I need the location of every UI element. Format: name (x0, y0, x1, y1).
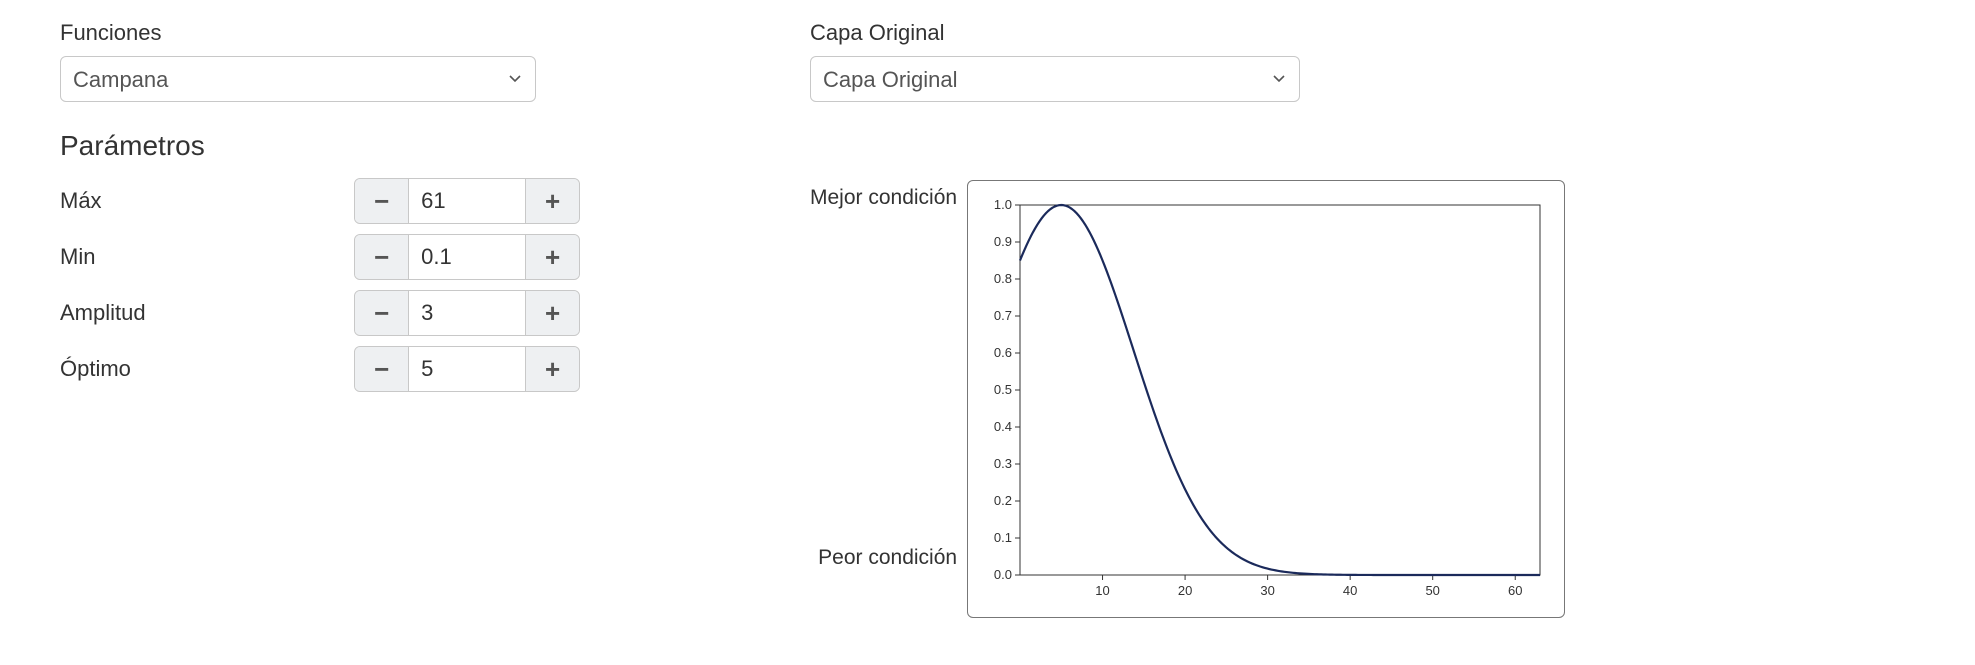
mejor-condicion-label: Mejor condición (810, 186, 957, 210)
param-label: Min (60, 244, 354, 270)
peor-condicion-label: Peor condición (810, 546, 957, 570)
plus-icon[interactable]: + (525, 347, 579, 391)
amplitud-input[interactable] (409, 291, 525, 335)
svg-text:50: 50 (1426, 583, 1440, 598)
plus-icon[interactable]: + (525, 179, 579, 223)
bell-curve-chart: 0.0 0.1 0.2 0.3 0.4 0.5 0.6 0.7 0.8 0.9 1.0 10 20 30 4… (976, 189, 1556, 609)
plus-icon[interactable]: + (525, 235, 579, 279)
minus-icon[interactable]: − (355, 235, 409, 279)
svg-text:40: 40 (1343, 583, 1357, 598)
svg-text:0.3: 0.3 (994, 456, 1012, 471)
param-row-max: Máx − + (60, 176, 580, 226)
svg-text:0.5: 0.5 (994, 382, 1012, 397)
svg-text:60: 60 (1508, 583, 1522, 598)
max-input[interactable] (409, 179, 525, 223)
param-label: Máx (60, 188, 354, 214)
min-input[interactable] (409, 235, 525, 279)
param-row-optimo: Óptimo − + (60, 344, 580, 394)
params-list: Máx − + Min − + Amplitud − + Óptimo (60, 176, 580, 394)
svg-text:0.4: 0.4 (994, 419, 1012, 434)
svg-text:0.1: 0.1 (994, 530, 1012, 545)
minus-icon[interactable]: − (355, 179, 409, 223)
funciones-select[interactable]: Campana (60, 56, 536, 102)
svg-text:0.6: 0.6 (994, 345, 1012, 360)
svg-text:0.7: 0.7 (994, 308, 1012, 323)
chart-container: 0.0 0.1 0.2 0.3 0.4 0.5 0.6 0.7 0.8 0.9 1.0 10 20 30 4… (967, 180, 1565, 618)
param-row-amplitud: Amplitud − + (60, 288, 580, 338)
capa-label: Capa Original (810, 20, 1530, 46)
svg-text:20: 20 (1178, 583, 1192, 598)
svg-text:1.0: 1.0 (994, 197, 1012, 212)
funciones-label: Funciones (60, 20, 580, 46)
max-stepper: − + (354, 178, 580, 224)
param-label: Amplitud (60, 300, 354, 326)
plus-icon[interactable]: + (525, 291, 579, 335)
optimo-stepper: − + (354, 346, 580, 392)
param-row-min: Min − + (60, 232, 580, 282)
min-stepper: − + (354, 234, 580, 280)
svg-text:10: 10 (1095, 583, 1109, 598)
capa-select[interactable]: Capa Original (810, 56, 1300, 102)
svg-text:0.0: 0.0 (994, 567, 1012, 582)
optimo-input[interactable] (409, 347, 525, 391)
amplitud-stepper: − + (354, 290, 580, 336)
minus-icon[interactable]: − (355, 347, 409, 391)
svg-text:0.8: 0.8 (994, 271, 1012, 286)
minus-icon[interactable]: − (355, 291, 409, 335)
svg-text:0.9: 0.9 (994, 234, 1012, 249)
parametros-heading: Parámetros (60, 130, 580, 162)
svg-text:0.2: 0.2 (994, 493, 1012, 508)
svg-text:30: 30 (1260, 583, 1274, 598)
param-label: Óptimo (60, 356, 354, 382)
